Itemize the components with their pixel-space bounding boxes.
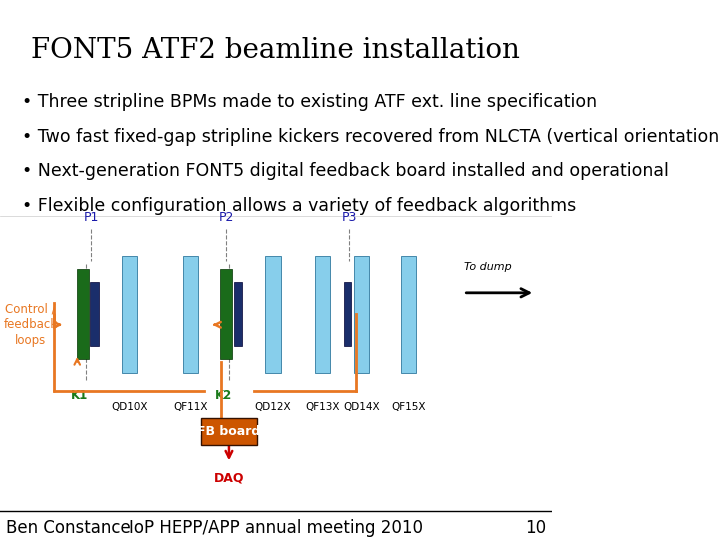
Text: QD10X: QD10X [112, 402, 148, 412]
Text: P2: P2 [218, 211, 234, 224]
Text: • Two fast fixed-gap stripline kickers recovered from NLCTA (vertical orientatio: • Two fast fixed-gap stripline kickers r… [22, 128, 720, 146]
Text: QF11X: QF11X [173, 402, 207, 412]
Text: P3: P3 [341, 211, 357, 224]
Text: K1: K1 [71, 389, 89, 402]
Text: QD12X: QD12X [255, 402, 292, 412]
Text: K2: K2 [215, 389, 232, 402]
Text: • Flexible configuration allows a variety of feedback algorithms: • Flexible configuration allows a variet… [22, 197, 576, 215]
Text: Ben Constance: Ben Constance [6, 519, 130, 537]
Text: P1: P1 [84, 211, 99, 224]
Text: • Next-generation FONT5 digital feedback board installed and operational: • Next-generation FONT5 digital feedback… [22, 163, 669, 180]
Text: IoP HEPP/APP annual meeting 2010: IoP HEPP/APP annual meeting 2010 [129, 519, 423, 537]
Bar [354, 255, 369, 373]
Bar [315, 255, 330, 373]
Text: QF13X: QF13X [305, 402, 340, 412]
Bar [91, 282, 99, 346]
Text: Control /
feedback
loops: Control / feedback loops [4, 302, 58, 347]
Bar [220, 269, 233, 359]
Bar [343, 282, 351, 346]
Bar [77, 269, 89, 359]
Text: QF15X: QF15X [391, 402, 426, 412]
FancyBboxPatch shape [202, 418, 256, 444]
Text: To dump: To dump [464, 261, 512, 272]
Text: 10: 10 [525, 519, 546, 537]
Text: FB board: FB board [197, 425, 261, 438]
Bar [183, 255, 198, 373]
Text: DAQ: DAQ [214, 471, 244, 484]
Bar [234, 282, 242, 346]
Bar [400, 255, 416, 373]
Text: FONT5 ATF2 beamline installation: FONT5 ATF2 beamline installation [32, 37, 521, 64]
Bar [266, 255, 281, 373]
Bar [122, 255, 138, 373]
Text: • Three stripline BPMs made to existing ATF ext. line specification: • Three stripline BPMs made to existing … [22, 93, 597, 111]
Text: QD14X: QD14X [343, 402, 379, 412]
